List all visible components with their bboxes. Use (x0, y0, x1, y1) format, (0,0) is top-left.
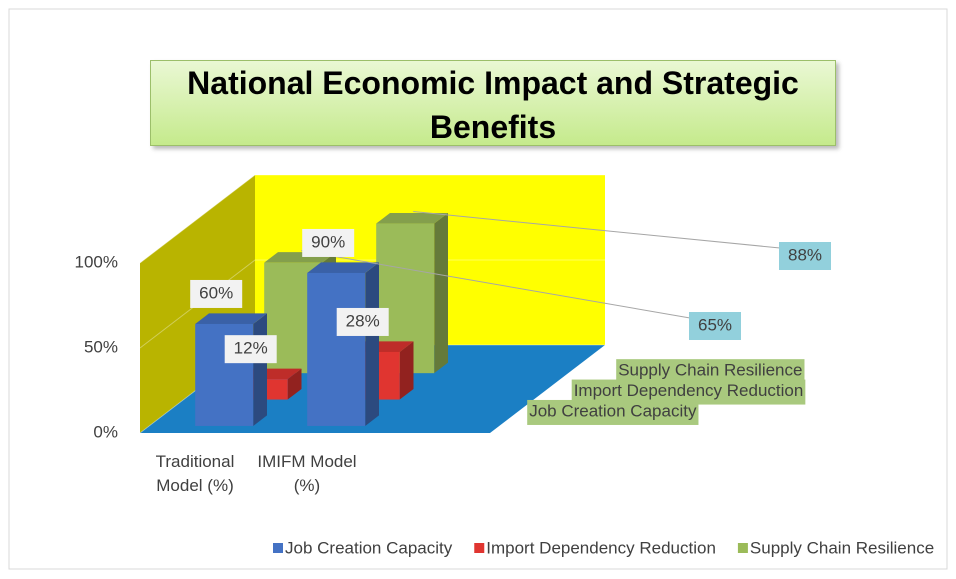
data-label: 65% (698, 315, 732, 334)
bar-top (307, 262, 379, 273)
y-tick-label: 100% (75, 252, 118, 271)
bar-side (399, 341, 414, 400)
chart-border (8, 8, 948, 570)
leader-line (413, 211, 781, 249)
bar-top (195, 313, 267, 324)
data-label-box (336, 307, 389, 336)
legend-label: Job Creation Capacity (285, 538, 453, 557)
data-label: 12% (234, 339, 268, 358)
grid-line (139, 259, 605, 349)
data-label: 60% (199, 283, 233, 302)
legend-swatch (737, 543, 748, 553)
data-label: 88% (788, 245, 822, 264)
bar-side (365, 262, 379, 426)
data-label-box (779, 242, 831, 270)
depth-label: Job Creation Capacity (529, 401, 697, 420)
data-label-box (224, 335, 277, 364)
data-label-box (190, 279, 243, 308)
depth-label-box (616, 359, 805, 385)
x-tick-label: Traditional Model (%) (155, 452, 235, 495)
x-tick-label: IMIFM Model (%) (257, 452, 357, 495)
legend-label: Supply Chain Resilience (750, 538, 934, 557)
bar-side (287, 368, 302, 400)
data-label: 90% (311, 232, 345, 251)
depth-label: Supply Chain Resilience (618, 361, 802, 380)
data-label-box (302, 228, 355, 257)
y-tick-label: 50% (84, 337, 118, 356)
legend-swatch (273, 543, 283, 553)
chart-title: National Economic Impact and Strategic B… (150, 60, 836, 146)
y-tick-label: 0% (93, 422, 118, 441)
bar-top (376, 213, 448, 224)
leader-line (301, 250, 691, 319)
data-label: 28% (346, 311, 380, 330)
bar-side (253, 313, 267, 426)
bar-side (434, 213, 448, 374)
legend-swatch (474, 543, 485, 553)
data-label-box (689, 312, 741, 340)
bar (307, 272, 366, 426)
grid-line (139, 174, 605, 264)
depth-label: Import Dependency Reduction (574, 381, 804, 400)
legend-label: Import Dependency Reduction (486, 538, 716, 557)
